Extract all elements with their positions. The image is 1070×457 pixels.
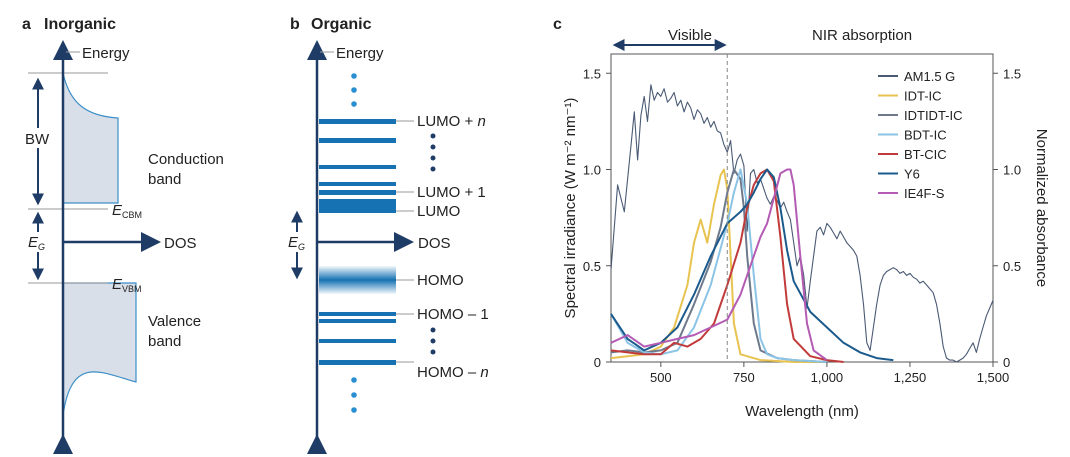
homo-band	[319, 266, 396, 294]
y2-tick-label: 1.0	[1003, 163, 1021, 178]
series-line-bt-cic	[610, 168, 844, 363]
y2-tick-label: 0.5	[1003, 259, 1021, 274]
conduction-band-label-line1: Conduction	[148, 151, 224, 168]
panel-c-letter: c	[553, 16, 562, 33]
dot	[430, 349, 436, 355]
series-line-idtidt-ic	[610, 168, 827, 363]
evbm-label: EVBM	[112, 276, 142, 294]
homo-n-level	[319, 360, 396, 365]
homo-label: HOMO	[417, 272, 464, 289]
x-axis-label: Wavelength (nm)	[745, 403, 859, 420]
series-line-ie4f-s	[610, 168, 828, 361]
eg-label-a-bg	[26, 232, 52, 252]
dot	[430, 338, 436, 344]
dos-label-a: DOS	[164, 235, 197, 252]
nir-label: NIR absorption	[812, 27, 912, 44]
spectral-chart: 500 750 1,000 1,250 1,50000.51.01.500.51.01.…	[562, 27, 1050, 420]
y2-tick-label: 0	[1003, 355, 1010, 370]
series-line-idt-ic	[610, 168, 827, 363]
valence-band-label-line1: Valence	[148, 313, 201, 330]
bw-label-bg	[24, 128, 52, 148]
legend-label: AM1.5 G	[904, 69, 955, 84]
visible-label: Visible	[668, 27, 712, 44]
eg-label-a: EG	[28, 234, 45, 252]
dot	[351, 87, 357, 93]
dot	[351, 73, 357, 79]
panel-a: a Inorganic Energy DOS BW EG ECBM EVBM C…	[22, 16, 224, 454]
y-tick-label: 0	[594, 355, 601, 370]
legend-label: IDTIDT-IC	[904, 108, 963, 123]
dot	[430, 133, 436, 139]
eg-label-b-bg	[286, 232, 312, 252]
lumo-1-level	[319, 190, 396, 195]
lumo-band	[319, 199, 396, 213]
dot	[430, 155, 436, 161]
legend-label: BDT-IC	[904, 128, 947, 143]
dot	[351, 101, 357, 107]
dot	[430, 144, 436, 150]
y2-axis-label: Normalized absorbance	[1033, 129, 1050, 287]
conduction-band-label-line2: band	[148, 171, 181, 188]
lumo-n-label: LUMO + n	[417, 113, 486, 130]
panel-c: c 500 750 1,000 1,250 1,50000.51.01.500.51.0…	[553, 16, 1050, 420]
legend-label: Y6	[904, 167, 920, 182]
panel-a-title: Inorganic	[44, 16, 116, 33]
homo-level	[319, 319, 396, 323]
chart-lines	[610, 84, 994, 363]
homo-n-label: HOMO – n	[417, 364, 489, 381]
legend-label: BT-CIC	[904, 147, 947, 162]
dot	[351, 407, 357, 413]
panel-b-title: Organic	[311, 16, 372, 33]
bw-label: BW	[25, 131, 50, 148]
chart-ticks: 500 750 1,000 1,250 1,50000.51.01.500.51.01.…	[583, 66, 1021, 385]
lumo-1-label: LUMO + 1	[417, 184, 486, 201]
energy-label-a: Energy	[82, 45, 130, 62]
y-tick-label: 1.0	[583, 163, 601, 178]
series-line-y6	[610, 168, 894, 362]
lumo-level	[319, 182, 396, 186]
eg-label-b: EG	[288, 234, 305, 252]
x-tick-label: 750	[733, 370, 755, 385]
panel-b: b Organic Energy DOS	[286, 16, 489, 454]
lumo-level	[319, 138, 396, 143]
panel-b-letter: b	[290, 16, 300, 33]
y-tick-label: 0.5	[583, 259, 601, 274]
legend: AM1.5 G IDT-IC IDTIDT-IC BDT-IC BT-CIC Y6 IE4F…	[870, 64, 988, 212]
conduction-band-shape	[62, 72, 119, 204]
legend-background	[870, 64, 988, 212]
dot	[430, 327, 436, 333]
x-tick-label: 1,250	[894, 370, 927, 385]
energy-label-b: Energy	[336, 45, 384, 62]
x-tick-label: 500	[650, 370, 672, 385]
valence-band-label-line2: band	[148, 333, 181, 350]
legend-label: IE4F-S	[904, 186, 945, 201]
panel-a-letter: a	[22, 16, 31, 33]
x-tick-label: 1,500	[977, 370, 1010, 385]
homo-1-level	[319, 312, 396, 316]
lumo-label: LUMO	[417, 203, 460, 220]
dot	[351, 377, 357, 383]
ecbm-label: ECBM	[112, 202, 142, 220]
y-axis-label: Spectral irradiance (W m⁻² nm⁻¹)	[562, 98, 579, 319]
lumo-n-level	[319, 119, 396, 124]
y-tick-label: 1.5	[583, 66, 601, 81]
dos-label-b: DOS	[418, 235, 451, 252]
legend-label: IDT-IC	[904, 89, 942, 104]
series-line-am1-5-g	[610, 84, 994, 363]
valence-band-shape	[62, 282, 137, 416]
lumo-level	[319, 165, 396, 169]
x-tick-label: 1,000	[811, 370, 844, 385]
dot	[430, 166, 436, 172]
homo-1-label: HOMO – 1	[417, 306, 489, 323]
dot	[351, 392, 357, 398]
y2-tick-label: 1.5	[1003, 66, 1021, 81]
homo-level	[319, 339, 396, 343]
